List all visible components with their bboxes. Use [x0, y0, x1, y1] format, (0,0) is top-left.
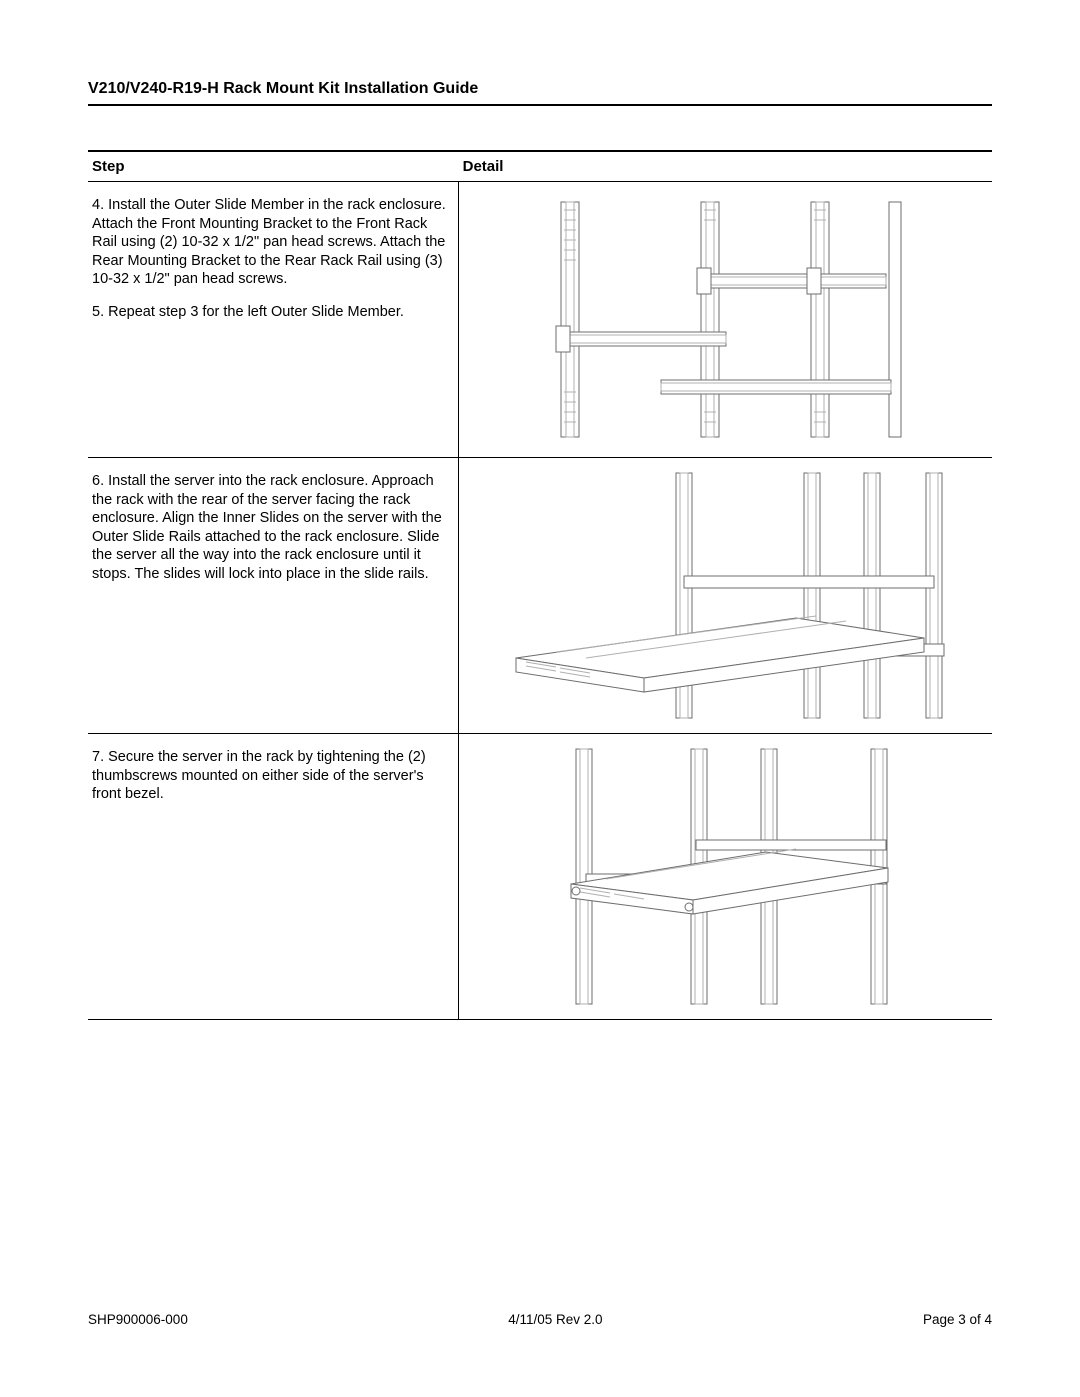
footer-doc-number: SHP900006-000 [88, 1312, 188, 1327]
step-paragraph: 4. Install the Outer Slide Member in the… [92, 196, 446, 289]
page: V210/V240-R19-H Rack Mount Kit Installat… [0, 0, 1080, 1397]
step-cell: 4. Install the Outer Slide Member in the… [88, 182, 459, 458]
step-paragraph: 6. Install the server into the rack encl… [92, 472, 446, 583]
document-title: V210/V240-R19-H Rack Mount Kit Installat… [88, 80, 992, 98]
table-header-row: Step Detail [88, 151, 992, 182]
detail-cell [459, 458, 992, 734]
step-cell: 7. Secure the server in the rack by tigh… [88, 734, 459, 1020]
step-paragraph: 5. Repeat step 3 for the left Outer Slid… [92, 303, 446, 322]
step-cell: 6. Install the server into the rack encl… [88, 458, 459, 734]
server-insert-diagram-icon [496, 468, 956, 723]
title-rule [88, 104, 992, 106]
table-row: 6. Install the server into the rack encl… [88, 458, 992, 734]
steps-table: Step Detail 4. Install the Outer Slide M… [88, 150, 992, 1020]
footer-page-num: Page 3 of 4 [923, 1312, 992, 1327]
step-paragraph: 7. Secure the server in the rack by tigh… [92, 748, 446, 804]
server-secured-diagram-icon [516, 744, 936, 1009]
col-header-detail: Detail [459, 151, 992, 182]
table-row: 4. Install the Outer Slide Member in the… [88, 182, 992, 458]
table-row: 7. Secure the server in the rack by tigh… [88, 734, 992, 1020]
page-footer: SHP900006-000 4/11/05 Rev 2.0 Page 3 of … [88, 1312, 992, 1327]
detail-cell [459, 182, 992, 458]
col-header-step: Step [88, 151, 459, 182]
rack-rails-diagram-icon [511, 192, 941, 447]
footer-date-rev: 4/11/05 Rev 2.0 [508, 1312, 602, 1327]
detail-cell [459, 734, 992, 1020]
